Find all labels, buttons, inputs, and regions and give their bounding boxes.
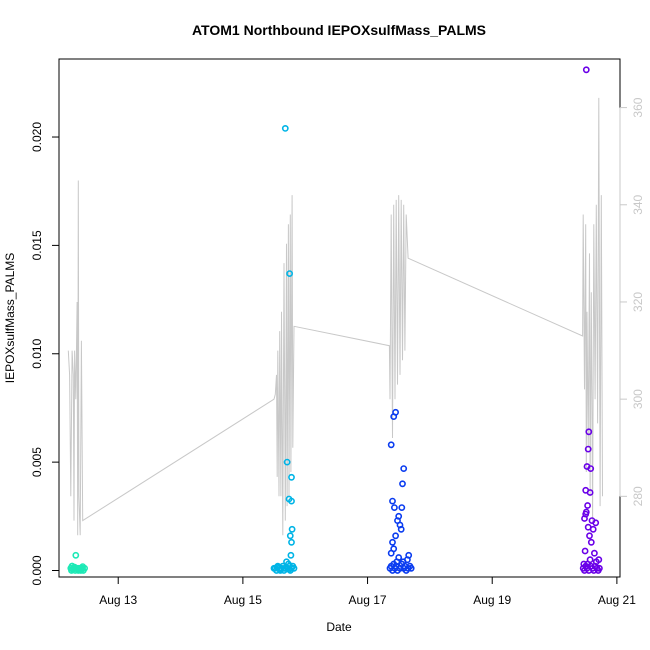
- series-4: [579, 66, 603, 574]
- data-point: [387, 441, 395, 449]
- series-3: [386, 408, 415, 574]
- data-point: [390, 504, 398, 511]
- data-point: [394, 517, 401, 524]
- y-tick-label: 0.010: [30, 338, 44, 368]
- data-point: [288, 497, 295, 505]
- data-point: [283, 458, 291, 466]
- secondary-y-axis: 280 300 320 340 360: [619, 97, 645, 506]
- data-point: [584, 445, 592, 453]
- y2-tick-label: 320: [631, 292, 645, 312]
- y2-tick-label: 340: [631, 194, 645, 214]
- y-tick-label: 0.005: [30, 447, 44, 477]
- plot-frame: [58, 58, 621, 578]
- data-point: [286, 532, 294, 540]
- data-point: [582, 66, 590, 74]
- data-point: [286, 562, 293, 570]
- y-axis-label: IEPOXsulfMass_PALMS: [3, 253, 17, 384]
- data-point: [286, 270, 293, 277]
- data-point: [390, 413, 398, 420]
- data-point: [587, 538, 595, 546]
- data-point: [589, 525, 597, 533]
- data-point: [399, 480, 406, 488]
- data-point: [277, 566, 285, 573]
- data-point: [592, 558, 600, 566]
- data-point: [581, 515, 588, 522]
- data-point: [72, 551, 80, 559]
- data-point: [387, 549, 395, 557]
- data-point: [586, 532, 593, 540]
- secondary-trace-line: [67, 97, 603, 536]
- x-tick-label: Aug 19: [473, 593, 511, 607]
- x-tick-label: Aug 15: [224, 593, 262, 607]
- y2-tick-label: 300: [631, 389, 645, 409]
- data-point: [76, 565, 84, 573]
- data-point: [281, 124, 289, 132]
- secondary-line-layer: [67, 97, 603, 536]
- x-axis-label: Date: [326, 620, 352, 634]
- y-axis: 0.000 0.005 0.010 0.015 0.020: [30, 122, 60, 586]
- data-point: [587, 465, 595, 472]
- data-point: [596, 564, 603, 572]
- x-tick-label: Aug 21: [598, 593, 636, 607]
- data-point: [400, 465, 408, 472]
- data-point: [586, 489, 594, 496]
- data-point: [288, 525, 296, 533]
- y-tick-label: 0.015: [30, 230, 44, 260]
- x-axis: Aug 13 Aug 15 Aug 17 Aug 19 Aug 21: [99, 576, 636, 607]
- data-point: [287, 551, 295, 559]
- y2-tick-label: 280: [631, 486, 645, 506]
- x-tick-label: Aug 13: [99, 593, 137, 607]
- chart-title: ATOM1 Northbound IEPOXsulfMass_PALMS: [192, 22, 486, 38]
- data-point: [288, 538, 295, 546]
- data-point: [591, 549, 598, 557]
- data-point: [399, 558, 407, 566]
- series-2: [270, 124, 298, 574]
- data-point: [407, 564, 415, 572]
- points-layer: [67, 66, 603, 574]
- data-point: [397, 525, 405, 533]
- data-point: [585, 428, 593, 436]
- data-point: [288, 473, 295, 481]
- data-point: [73, 564, 81, 572]
- y-tick-label: 0.020: [30, 122, 44, 152]
- y-tick-label: 0.000: [30, 555, 44, 585]
- y2-tick-label: 360: [631, 97, 645, 117]
- data-point: [392, 532, 399, 540]
- x-tick-label: Aug 17: [349, 593, 387, 607]
- series-1: [67, 551, 88, 574]
- data-point: [389, 497, 396, 505]
- data-point: [398, 504, 406, 511]
- data-point: [389, 538, 396, 546]
- data-point: [581, 547, 589, 555]
- data-point: [393, 558, 401, 566]
- data-point: [586, 556, 594, 564]
- data-point: [584, 502, 591, 509]
- data-point: [588, 517, 596, 524]
